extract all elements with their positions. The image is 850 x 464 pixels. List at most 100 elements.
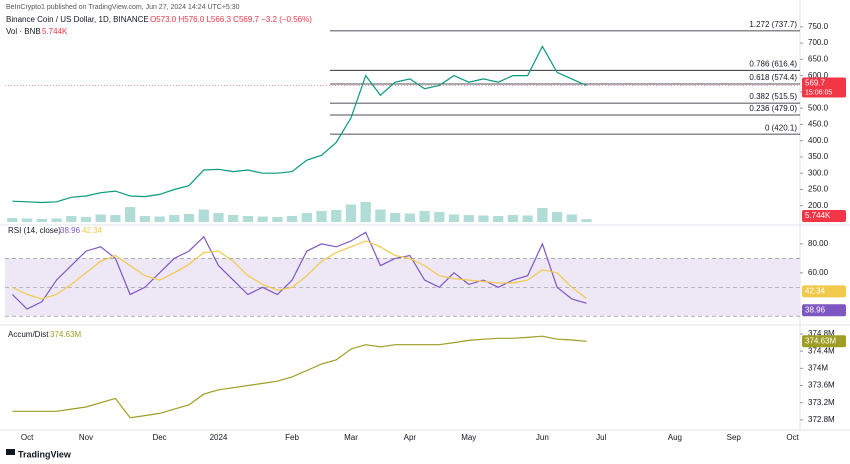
rsi-tag: 42.34	[805, 286, 826, 295]
volume-title: Vol · BNB	[6, 27, 41, 36]
y-tick-label: 374.4M	[808, 346, 835, 355]
x-tick-label: May	[461, 433, 476, 442]
series-line	[11, 231, 587, 310]
price-tag-bg	[802, 77, 846, 98]
rsi-legend-value: 42.34	[82, 226, 103, 235]
y-tick-label: 300.0	[808, 168, 829, 177]
volume-bar	[551, 212, 563, 222]
y-tick-label: 650.0	[808, 54, 829, 63]
y-tick-label: 374M	[808, 363, 828, 372]
volume-bar	[183, 214, 195, 222]
volume-bar	[389, 213, 401, 222]
volume-bar	[286, 216, 298, 222]
volume-bar	[493, 216, 504, 222]
volume-bar	[169, 215, 180, 222]
price-tag: 569.7	[805, 79, 826, 88]
fib-label: 0.786 (616.4)	[749, 59, 797, 68]
logo	[6, 449, 15, 455]
rsi-tag: 38.96	[805, 305, 826, 314]
volume-bar	[507, 215, 519, 222]
volume-bar	[301, 213, 312, 222]
volume-tag: 5.744K	[805, 211, 831, 220]
volume-bar	[463, 215, 474, 222]
volume-bar	[316, 211, 327, 222]
volume-bar	[21, 218, 33, 222]
y-tick-label: 350.0	[808, 152, 829, 161]
y-tick-label: 200.0	[808, 201, 829, 210]
rsi-legend-value: 38.96	[60, 226, 81, 235]
volume-bar	[331, 210, 342, 222]
volume-bar	[154, 216, 165, 222]
volume-bar	[66, 216, 77, 222]
volume-bar	[581, 219, 592, 222]
x-tick-label: 2024	[210, 433, 228, 442]
volume-bar	[360, 202, 371, 222]
y-tick-label: 750.0	[808, 22, 829, 31]
rsi-tag-bg	[802, 304, 846, 317]
volume-value: 5.744K	[42, 27, 68, 36]
fib-label: 0.236 (479.0)	[749, 104, 797, 113]
x-tick-label: Oct	[21, 433, 34, 442]
series-line	[12, 335, 587, 419]
volume-bar	[404, 213, 416, 222]
volume-bar	[478, 215, 489, 222]
volume-bar	[198, 209, 209, 222]
x-tick-label: Jun	[536, 433, 549, 442]
ad-tag-bg	[802, 335, 846, 348]
footer: TradingView	[18, 449, 72, 459]
y-tick-label: 60.00	[808, 268, 829, 277]
x-tick-label: Nov	[79, 433, 93, 442]
volume-bar	[7, 218, 18, 222]
volume-bar	[36, 219, 47, 222]
y-tick-label: 250.0	[808, 185, 829, 194]
volume-bar	[80, 217, 92, 222]
ad-tag: 374.63M	[805, 336, 836, 345]
volume-bar	[213, 213, 224, 222]
x-tick-label: Apr	[404, 433, 417, 442]
y-tick-label: 373.6M	[808, 381, 835, 390]
y-tick-label: 80.00	[808, 239, 829, 248]
y-tick-label: 372.8M	[808, 415, 835, 424]
y-tick-label: 373.2M	[808, 398, 835, 407]
volume-bar	[95, 214, 106, 222]
ohlc: O573.0 H576.0 L566.3 C569.7 −3.2 (−0.56%…	[150, 15, 312, 24]
x-tick-label: Jul	[596, 433, 606, 442]
volume-bar	[537, 208, 548, 222]
rsi-tag-bg	[802, 285, 846, 298]
fib-label: 0.382 (515.5)	[749, 92, 797, 101]
publisher: BeInCrypto1 published on TradingView.com…	[6, 4, 240, 11]
y-tick-label: 374.8M	[808, 329, 835, 338]
fib-label: 0 (420.1)	[765, 123, 797, 132]
x-tick-label: Feb	[285, 433, 299, 442]
volume-bar	[124, 207, 136, 222]
volume-bar	[257, 216, 268, 222]
y-tick-label: 450.0	[808, 120, 829, 129]
x-tick-label: Oct	[786, 433, 799, 442]
y-tick-label: 700.0	[808, 38, 829, 47]
fib-label: 0.618 (574.4)	[749, 73, 797, 82]
countdown: 15:06:05	[805, 89, 832, 96]
volume-bar	[272, 217, 283, 222]
rsi-title: RSI (14, close)	[8, 226, 61, 235]
ad-title: Accum/Dist	[8, 330, 49, 339]
volume-bar	[228, 215, 239, 222]
volume-tag-bg	[802, 210, 846, 222]
volume-bar	[110, 215, 121, 222]
x-tick-label: Mar	[344, 433, 358, 442]
ad-legend-value: 374.63M	[50, 330, 81, 339]
volume-bar	[434, 212, 445, 222]
x-tick-label: Sep	[727, 433, 742, 442]
volume-bar	[242, 216, 254, 222]
y-tick-label: 400.0	[808, 136, 829, 145]
volume-bar	[448, 214, 460, 222]
series-line	[12, 45, 587, 204]
symbol: Binance Coin / US Dollar, 1D, BINANCE	[6, 15, 149, 24]
x-tick-label: Aug	[668, 433, 682, 442]
volume-bar	[566, 214, 577, 222]
volume-bar	[139, 216, 151, 222]
volume-bar	[419, 211, 430, 222]
fib-label: 1.272 (737.7)	[749, 20, 797, 29]
series-line	[12, 240, 587, 300]
volume-bar	[375, 209, 386, 222]
